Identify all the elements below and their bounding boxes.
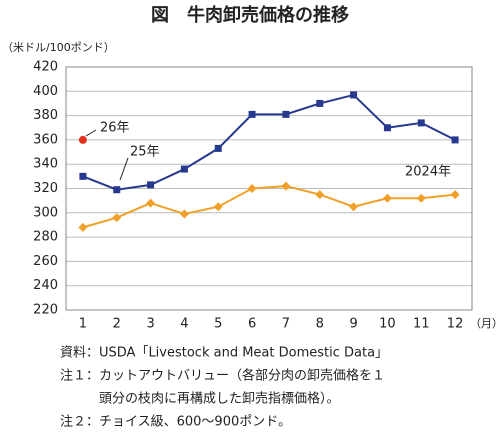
- leader-line: [85, 129, 97, 137]
- x-tick-label: 7: [282, 317, 290, 332]
- marker: [316, 99, 324, 107]
- marker: [78, 222, 88, 232]
- x-tick-label: 1: [79, 317, 87, 332]
- series-line: [82, 93, 456, 191]
- x-tick-label: 8: [316, 317, 324, 332]
- marker: [282, 110, 290, 118]
- series-label: 26年: [100, 121, 130, 136]
- y-tick-label: 360: [33, 132, 58, 147]
- y-tick-label: 240: [33, 278, 58, 293]
- marker: [146, 198, 156, 208]
- y-tick-label: 320: [33, 181, 58, 196]
- y-tick-label: 220: [33, 303, 58, 318]
- marker: [180, 165, 188, 173]
- marker: [416, 193, 426, 203]
- x-tick-label: 9: [349, 317, 357, 332]
- marker: [79, 172, 87, 180]
- marker: [78, 135, 87, 144]
- x-tick-label: 6: [248, 317, 256, 332]
- y-axis-label: （米ドル/100ポンド）: [2, 41, 115, 54]
- marker: [112, 213, 122, 223]
- y-tick-label: 280: [33, 230, 58, 245]
- marker: [349, 202, 359, 212]
- marker: [383, 124, 391, 132]
- note: 頭分の枝肉に再構成した卸売指標価格）。: [60, 391, 340, 407]
- x-tick-label: 4: [180, 317, 188, 332]
- y-tick-label: 400: [33, 84, 58, 99]
- x-tick-label: 3: [146, 317, 154, 332]
- x-tick-label: 5: [214, 317, 222, 332]
- marker: [315, 190, 325, 200]
- x-tick-label: 2: [113, 317, 121, 332]
- note: 注１：カットアウトバリュー（各部分肉の卸売価格を１: [60, 368, 385, 384]
- leader-line: [119, 157, 129, 181]
- y-tick-label: 420: [33, 60, 58, 75]
- x-tick-label: 10: [379, 317, 396, 332]
- y-tick-label: 260: [33, 254, 58, 269]
- marker: [382, 193, 392, 203]
- marker: [179, 209, 189, 219]
- note: 注２：チョイス級、600～900ポンド。: [60, 415, 291, 430]
- marker: [417, 119, 425, 127]
- x-axis-label: （月）: [470, 317, 500, 330]
- note: 資料：USDA「Livestock and Meat Domestic Data…: [60, 346, 388, 361]
- marker: [450, 190, 460, 200]
- series-label: 25年: [130, 145, 160, 160]
- marker: [113, 186, 121, 194]
- series-label: 2024年: [405, 165, 451, 180]
- x-tick-label: 12: [447, 317, 464, 332]
- chart-title: 図 牛肉卸売価格の推移: [151, 4, 349, 26]
- marker: [213, 202, 223, 212]
- marker: [147, 181, 155, 189]
- x-tick-label: 11: [413, 317, 430, 332]
- marker: [247, 184, 257, 193]
- y-tick-label: 340: [33, 157, 58, 172]
- marker: [281, 181, 291, 191]
- marker: [350, 91, 358, 99]
- marker: [248, 110, 256, 118]
- series-line: [82, 185, 456, 229]
- y-tick-label: 300: [33, 205, 58, 220]
- y-tick-label: 380: [33, 108, 58, 123]
- marker: [214, 144, 222, 152]
- plot-frame: [65, 66, 473, 311]
- marker: [451, 136, 459, 144]
